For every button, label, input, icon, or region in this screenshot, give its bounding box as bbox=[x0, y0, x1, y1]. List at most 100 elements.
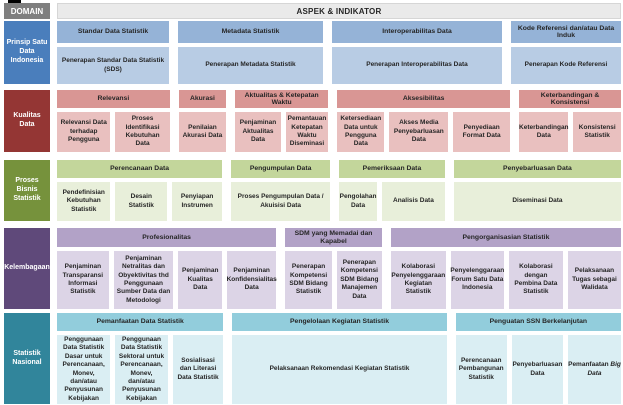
aspect-header: Keterbandingan & Konsistensi bbox=[519, 90, 621, 108]
row-content: Perencanaan Data Pendefinisian Kebutuhan… bbox=[57, 160, 621, 221]
indicator-box: Keterbandingan Data bbox=[519, 112, 569, 152]
indicator-box: Proses Identifikasi Kebutuhan Data bbox=[115, 112, 170, 152]
aspect-group: Pengorganisasian Statistik Kolaborasi Pe… bbox=[390, 228, 622, 309]
indicator-box: Pemanfaatan Big Data bbox=[567, 335, 621, 404]
screenshot-edge-artifact bbox=[8, 0, 21, 3]
indicator-box: Ketersediaan Data untuk Pengguna Data bbox=[337, 112, 385, 152]
indicator-box: Penjaminan Aktualitas Data bbox=[235, 112, 281, 152]
row-statistik-nasional: Statistik Nasional Pemanfaatan Data Stat… bbox=[0, 313, 623, 404]
row-content: Standar Data Statistik Penerapan Standar… bbox=[57, 21, 621, 84]
aspect-group: Kode Referensi dan/atau Data Induk Pener… bbox=[511, 21, 621, 84]
aspect-header: Pengumpulan Data bbox=[231, 160, 331, 178]
aspect-group: Pengumpulan Data Proses Pengumpulan Data… bbox=[231, 160, 331, 221]
aspect-group: Pemeriksaan Data Pengolahan Data Analisi… bbox=[339, 160, 445, 221]
indicator-list: Penilaian Akurasi Data bbox=[178, 112, 227, 152]
indicator-list: Penerapan Kode Referensi bbox=[511, 47, 621, 84]
aspect-group: Penguatan SSN Berkelanjutan Perencanaan … bbox=[455, 313, 621, 404]
indicator-list: Kolaborasi Penyelenggaraan Kegiatan Stat… bbox=[390, 251, 622, 309]
aspect-header: Interoperabilitas Data bbox=[332, 21, 502, 43]
aspect-header: Kode Referensi dan/atau Data Induk bbox=[511, 21, 621, 43]
indicator-box: Kolaborasi Penyelenggaraan Kegiatan Stat… bbox=[390, 251, 446, 309]
indicator-list: Pendefinisian Kebutuhan Statistik Desain… bbox=[57, 182, 223, 221]
aspect-group: Pengelolaan Kegiatan Statistik Pelaksana… bbox=[232, 313, 447, 404]
aspect-group: SDM yang Memadai dan Kapabel Penerapan K… bbox=[285, 228, 382, 309]
indicator-list: Penerapan Metadata Statistik bbox=[178, 47, 323, 84]
indicator-list: Ketersediaan Data untuk Pengguna Data Ak… bbox=[337, 112, 511, 152]
domain-label: Kelembagaan bbox=[4, 228, 50, 309]
indicator-box: Penjaminan Transparansi Informasi Statis… bbox=[57, 251, 109, 309]
aspek-indikator-header: ASPEK & INDIKATOR bbox=[57, 3, 621, 19]
aspect-header: Standar Data Statistik bbox=[57, 21, 169, 43]
aspect-group: Perencanaan Data Pendefinisian Kebutuhan… bbox=[57, 160, 223, 221]
aspect-header: Pemanfaatan Data Statistik bbox=[57, 313, 224, 331]
aspect-header: Perencanaan Data bbox=[57, 160, 223, 178]
row-proses-bisnis-statistik: Proses Bisnis Statistik Perencanaan Data… bbox=[0, 160, 623, 221]
aspect-header: Profesionalitas bbox=[57, 228, 277, 247]
indicator-box: Desain Statistik bbox=[115, 182, 168, 221]
aspect-group: Interoperabilitas Data Penerapan Interop… bbox=[332, 21, 502, 84]
indicator-box: Penerapan Kompetensi SDM Bidang Statisti… bbox=[285, 251, 332, 309]
indicator-list: Pelaksanaan Rekomendasi Kegiatan Statist… bbox=[232, 335, 447, 404]
indicator-box: Penjaminan Kualitas Data bbox=[178, 251, 223, 309]
aspect-header: Metadata Statistik bbox=[178, 21, 323, 43]
aspect-group: Akurasi Penilaian Akurasi Data bbox=[178, 90, 227, 152]
aspect-group: Aktualitas & Ketepatan Waktu Penjaminan … bbox=[235, 90, 329, 152]
indicator-box: Pelaksanaan Tugas sebagai Walidata bbox=[567, 251, 622, 309]
indicator-box: Pelaksanaan Rekomendasi Kegiatan Statist… bbox=[232, 335, 447, 404]
big-data-italic-text: Big Data bbox=[587, 361, 621, 377]
row-content: Pemanfaatan Data Statistik Penggunaan Da… bbox=[57, 313, 621, 404]
indicator-box: Pendefinisian Kebutuhan Statistik bbox=[57, 182, 111, 221]
indicator-list: Keterbandingan Data Konsistensi Statisti… bbox=[519, 112, 621, 152]
indicator-box: Penggunaan Data Statistik Sektoral untuk… bbox=[115, 335, 168, 404]
domain-label: Kualitas Data bbox=[4, 90, 50, 152]
indicator-box: Penggunaan Data Statistik Dasar untuk Pe… bbox=[57, 335, 111, 404]
aspect-header: Penyebarluasan Data bbox=[453, 160, 621, 178]
indicator-box: Penerapan Metadata Statistik bbox=[178, 47, 323, 84]
indicator-list: Penjaminan Transparansi Informasi Statis… bbox=[57, 251, 277, 309]
domain-label: Proses Bisnis Statistik bbox=[4, 160, 50, 221]
row-kualitas-data: Kualitas Data Relevansi Relevansi Data t… bbox=[0, 90, 623, 152]
aspect-header: Relevansi bbox=[57, 90, 170, 108]
indicator-list: Penggunaan Data Statistik Dasar untuk Pe… bbox=[57, 335, 224, 404]
domain-column-header: DOMAIN bbox=[4, 3, 50, 19]
indicator-box: Penerapan Interoperabilitas Data bbox=[332, 47, 502, 84]
indicator-box: Penjaminan Netralitas dan Obyektivitas t… bbox=[113, 251, 174, 309]
indicator-box: Diseminasi Data bbox=[453, 182, 621, 221]
indicator-box: Analisis Data bbox=[382, 182, 445, 221]
aspect-group: Penyebarluasan Data Diseminasi Data bbox=[453, 160, 621, 221]
indicator-list: Pengolahan Data Analisis Data bbox=[339, 182, 445, 221]
indicator-box: Akses Media Penyebarluasan Data bbox=[389, 112, 449, 152]
aspect-group: Keterbandingan & Konsistensi Keterbandin… bbox=[519, 90, 621, 152]
indicator-box: Penyebarluasan Data bbox=[511, 335, 563, 404]
aspect-header: Pemeriksaan Data bbox=[339, 160, 445, 178]
indicator-box: Sosialisasi dan Literasi Data Statistik bbox=[172, 335, 224, 404]
indicator-box: Penerapan Kompetensi SDM Bidang Manajeme… bbox=[336, 251, 382, 309]
indicator-box: Kolaborasi dengan Pembina Data Statistik bbox=[508, 251, 563, 309]
indicator-box: Penyediaan Format Data bbox=[453, 112, 511, 152]
aspect-header: Akurasi bbox=[178, 90, 227, 108]
aspect-group: Standar Data Statistik Penerapan Standar… bbox=[57, 21, 169, 84]
aspect-group: Pemanfaatan Data Statistik Penggunaan Da… bbox=[57, 313, 224, 404]
indicator-list: Penjaminan Aktualitas Data Pemantauan Ke… bbox=[235, 112, 329, 152]
aspect-header: Pengelolaan Kegiatan Statistik bbox=[232, 313, 447, 331]
indicator-box: Relevansi Data terhadap Pengguna bbox=[57, 112, 111, 152]
aspect-header: Aksesibilitas bbox=[337, 90, 511, 108]
indicator-list: Perencanaan Pembangunan Statistik Penyeb… bbox=[455, 335, 621, 404]
aspect-group: Relevansi Relevansi Data terhadap Penggu… bbox=[57, 90, 170, 152]
indicator-list: Penerapan Interoperabilitas Data bbox=[332, 47, 502, 84]
aspect-header: Aktualitas & Ketepatan Waktu bbox=[235, 90, 329, 108]
indicator-box: Penjaminan Konfidensialitas Data bbox=[227, 251, 277, 309]
aspect-header: Penguatan SSN Berkelanjutan bbox=[455, 313, 621, 331]
indicator-list: Penerapan Kompetensi SDM Bidang Statisti… bbox=[285, 251, 382, 309]
indicator-box: Perencanaan Pembangunan Statistik bbox=[455, 335, 507, 404]
domain-label: Prinsip Satu Data Indonesia bbox=[4, 21, 50, 84]
indicator-box: Penerapan Standar Data Statistik (SDS) bbox=[57, 47, 169, 84]
indicator-list: Diseminasi Data bbox=[453, 182, 621, 221]
indicator-box: Pemantauan Ketepatan Waktu Diseminasi bbox=[285, 112, 329, 152]
aspect-group: Profesionalitas Penjaminan Transparansi … bbox=[57, 228, 277, 309]
row-kelembagaan: Kelembagaan Profesionalitas Penjaminan T… bbox=[0, 228, 623, 309]
indicator-list: Penerapan Standar Data Statistik (SDS) bbox=[57, 47, 169, 84]
aspect-group: Aksesibilitas Ketersediaan Data untuk Pe… bbox=[337, 90, 511, 152]
row-prinsip-satu-data-indonesia: Prinsip Satu Data Indonesia Standar Data… bbox=[0, 21, 623, 84]
